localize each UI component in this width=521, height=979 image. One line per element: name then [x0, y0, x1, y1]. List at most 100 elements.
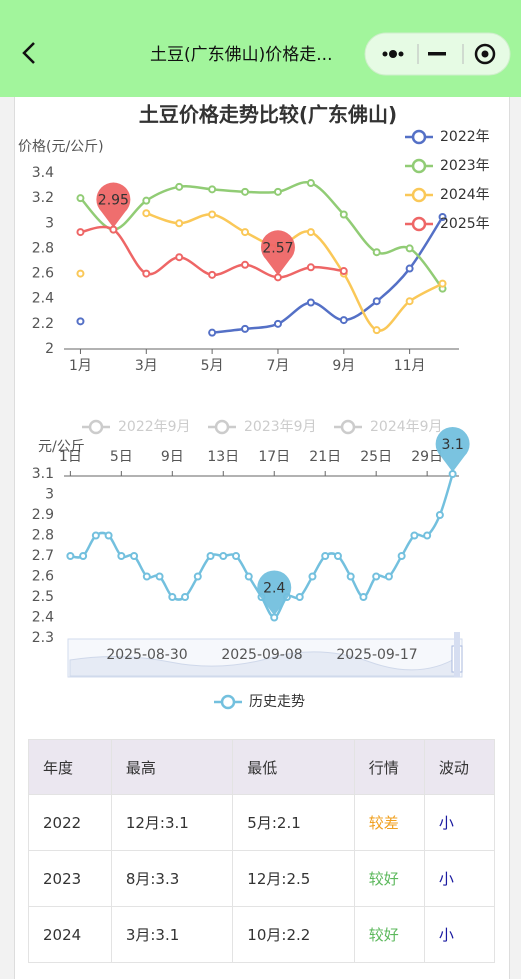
point	[208, 185, 217, 194]
x-tick-label: 25日	[360, 449, 392, 465]
mark-pin-label: 2.57	[262, 240, 293, 256]
table-cell: 较好	[353, 850, 425, 907]
point	[76, 269, 85, 278]
table-cell: 3月:3.1	[110, 906, 234, 963]
point	[339, 267, 348, 276]
legend-icon	[411, 216, 427, 232]
point	[384, 572, 393, 581]
legend-icon	[411, 129, 427, 145]
table-cell: 8月:3.3	[110, 850, 234, 907]
legend-label: 2024年	[440, 187, 490, 203]
point	[181, 593, 190, 601]
table-body: 2022 12月:3.1 5月:2.1 较差小 2023 8月:3.3 12月:2.5 较好小…	[28, 794, 496, 963]
point	[333, 552, 342, 560]
point	[405, 244, 414, 253]
minimize-button[interactable]	[428, 52, 446, 56]
y-tick-label: 2.6	[32, 266, 54, 282]
y-tick-label: 3.2	[32, 190, 54, 206]
point	[241, 260, 250, 269]
legend-label: 2022年9月	[118, 419, 191, 435]
x-tick-label: 1日	[59, 449, 82, 465]
point	[117, 552, 126, 560]
y-tick-label: 2.8	[32, 528, 54, 544]
point	[241, 187, 250, 196]
point	[306, 263, 315, 272]
point	[193, 572, 202, 581]
charts: 1月 3月 5月 7月 9月 11月 2 2.2 2.4 2.6 2.8 3 3.2 3.4 价格(元/公斤…	[18, 103, 490, 711]
series-line	[145, 212, 444, 332]
point	[308, 572, 317, 581]
y-tick-label: 2	[45, 341, 54, 357]
legend-icon	[88, 419, 104, 435]
summary-table: 年度 最高 最低 行情 波动 2022 12月:3.1 5月:2.1 较差小 2023 8月:3.…	[28, 739, 496, 963]
table-cell: 5月:2.1	[232, 794, 355, 851]
y-tick-label: 3	[45, 215, 54, 231]
point	[142, 196, 151, 205]
legend-icon	[411, 158, 427, 174]
page-title: 土豆(广东佛山)价格走...	[150, 45, 333, 65]
point	[241, 228, 250, 237]
point	[273, 187, 282, 196]
mark-pin-label: 2.4	[263, 581, 285, 597]
more-button[interactable]	[382, 50, 404, 58]
mark-pin	[260, 230, 295, 276]
point	[244, 572, 253, 581]
table-row: 2023 8月:3.3 12月:2.5 较好小	[28, 850, 496, 907]
back-button[interactable]	[22, 42, 35, 64]
point	[175, 253, 184, 262]
chart-title: 土豆价格走势比较(广东佛山)	[139, 103, 397, 127]
point	[241, 324, 250, 333]
legend-label: 2024年9月	[370, 419, 443, 435]
point	[372, 297, 381, 306]
y-axis-label: 价格(元/公斤)	[18, 139, 104, 155]
point	[130, 552, 139, 560]
series-line	[80, 225, 344, 279]
point	[208, 210, 217, 219]
point	[372, 248, 381, 257]
mark-pin-label: 2.95	[98, 193, 129, 209]
table-cell: 10月:2.2	[232, 906, 355, 963]
point	[435, 511, 444, 519]
table-cell: 2024	[28, 906, 112, 963]
close-button[interactable]	[474, 43, 496, 65]
table-cell: 较差	[353, 794, 425, 851]
table-cell: 较好	[353, 906, 425, 963]
table-cell: 小	[423, 906, 496, 963]
y-tick-label: 2.2	[32, 316, 54, 332]
point	[405, 264, 414, 273]
point	[306, 179, 315, 188]
nav-icons	[22, 32, 511, 76]
x-tick-label: 9日	[161, 449, 184, 465]
point	[155, 572, 164, 581]
zoom-label: 2025-08-30	[106, 647, 187, 663]
table-row: 2024 3月:3.1 10月:2.2 较好小	[28, 906, 496, 963]
zoom-label: 2025-09-17	[336, 647, 417, 663]
point	[405, 297, 414, 306]
point	[219, 552, 228, 560]
zoom-preview	[69, 651, 459, 677]
point	[359, 593, 368, 601]
y-tick-label: 2.6	[32, 569, 54, 585]
point	[306, 228, 315, 237]
y-tick-label: 2.8	[32, 240, 54, 256]
y-tick-label: 3	[45, 487, 54, 503]
y-tick-label: 2.3	[32, 630, 54, 646]
point	[168, 593, 177, 601]
point	[306, 298, 315, 307]
table-cell: 2023	[28, 850, 112, 907]
x-tick-label: 5月	[201, 358, 224, 374]
point	[76, 194, 85, 203]
mark-pin-label: 3.1	[441, 437, 463, 453]
legend-label: 历史走势	[249, 694, 305, 710]
point	[175, 219, 184, 228]
table-cell: 小	[423, 850, 496, 907]
legend-icon	[220, 694, 236, 710]
x-tick-label: 7月	[266, 358, 289, 374]
table-cell: 12月:3.1	[110, 794, 234, 851]
point	[339, 210, 348, 219]
x-tick-label: 5日	[110, 449, 133, 465]
point	[76, 317, 85, 326]
x-tick-label: 21日	[309, 449, 341, 465]
point	[339, 316, 348, 325]
y-tick-label: 3.1	[32, 466, 54, 482]
